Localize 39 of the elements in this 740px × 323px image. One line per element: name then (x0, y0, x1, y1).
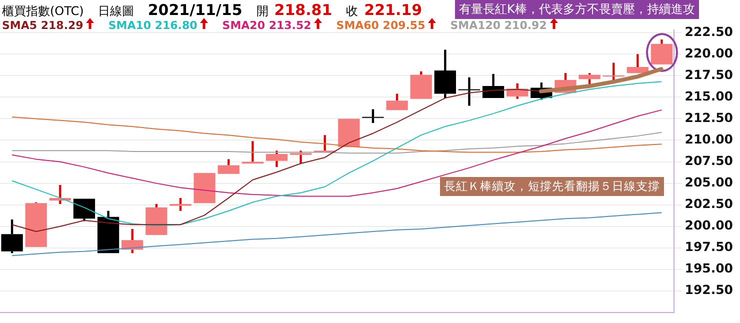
candlestick (434, 48, 456, 100)
text: SMA60 209.55 (336, 19, 426, 32)
text: 收 221.19 (346, 1, 422, 19)
y-tick-label: 212.50 (684, 110, 734, 125)
candlestick (362, 108, 384, 124)
candlestick (97, 210, 120, 254)
text: SMA120 210.92 (450, 19, 548, 32)
y-tick-label: 217.50 (684, 66, 734, 82)
candlestick (650, 38, 673, 64)
annotation: 長紅Ｋ棒續攻，短撐先看翻揚５日線支撐 (440, 177, 664, 196)
y-tick-label: 192.50 (684, 282, 734, 298)
text: SMA5 218.29 (2, 19, 84, 32)
y-tick-label: 195.00 (684, 260, 734, 276)
candlestick (266, 149, 288, 168)
chart-title: 櫃買指數(OTC) (2, 4, 84, 18)
candlestick (218, 158, 240, 174)
candlestick (482, 72, 504, 98)
candlestick (602, 62, 624, 83)
y-tick-label: 207.50 (684, 153, 734, 168)
y-tick-label: 210.00 (684, 131, 734, 146)
candlestick (386, 92, 408, 110)
y-tick-label: 205.00 (684, 174, 734, 190)
y-tick-label: 200.00 (684, 218, 734, 233)
text: SMA10 216.80 (108, 19, 198, 32)
text: 開 218.81 (256, 1, 332, 19)
y-tick-label: 197.50 (684, 239, 734, 254)
candlestick (410, 70, 432, 99)
text: 2021/11/15 (148, 1, 242, 19)
chart-subtitle: 日線圖 (98, 4, 134, 18)
candlestick (458, 76, 480, 107)
text: SMA20 213.52 (222, 19, 312, 32)
y-tick-label: 202.50 (684, 196, 734, 212)
y-tick-label: 215.00 (684, 88, 734, 104)
candlestick (1, 218, 23, 254)
text: 有量長紅K棒，代表多方不畏賣壓，持續進攻 (455, 0, 699, 19)
y-tick-label: 220.00 (684, 45, 734, 60)
y-tick-label: 222.50 (684, 24, 734, 39)
candlestick (290, 149, 312, 165)
candlestick (626, 53, 648, 74)
